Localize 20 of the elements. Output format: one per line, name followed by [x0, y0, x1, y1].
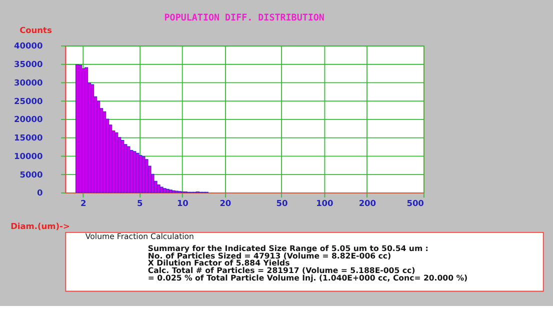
y-tick-label: 5000 — [20, 169, 43, 180]
x-tick-label: 5 — [137, 198, 144, 208]
x-tick-label: 20 — [220, 198, 232, 208]
y-axis-title: Counts — [20, 25, 52, 36]
x-tick-label: 100 — [316, 198, 334, 208]
x-tick-label: 500 — [406, 198, 424, 208]
y-tick-label: 15000 — [14, 132, 43, 143]
y-tick-label: 20000 — [14, 114, 43, 124]
x-axis-title: Diam.(um)-> — [10, 220, 70, 231]
x-tick-label: 2 — [80, 198, 87, 208]
x-tick-label: 200 — [358, 198, 376, 208]
x-tick-label: 10 — [176, 198, 189, 208]
y-tick-label: 30000 — [14, 77, 43, 88]
y-tick-label: 35000 — [14, 59, 43, 70]
chart-title: POPULATION DIFF. DISTRIBUTION — [164, 12, 324, 24]
y-tick-label: 40000 — [14, 40, 43, 51]
x-tick-label: 50 — [276, 198, 288, 208]
y-tick-label: 10000 — [14, 150, 43, 161]
y-tick-label: 25000 — [14, 96, 43, 106]
y-tick-label: 0 — [36, 188, 43, 198]
